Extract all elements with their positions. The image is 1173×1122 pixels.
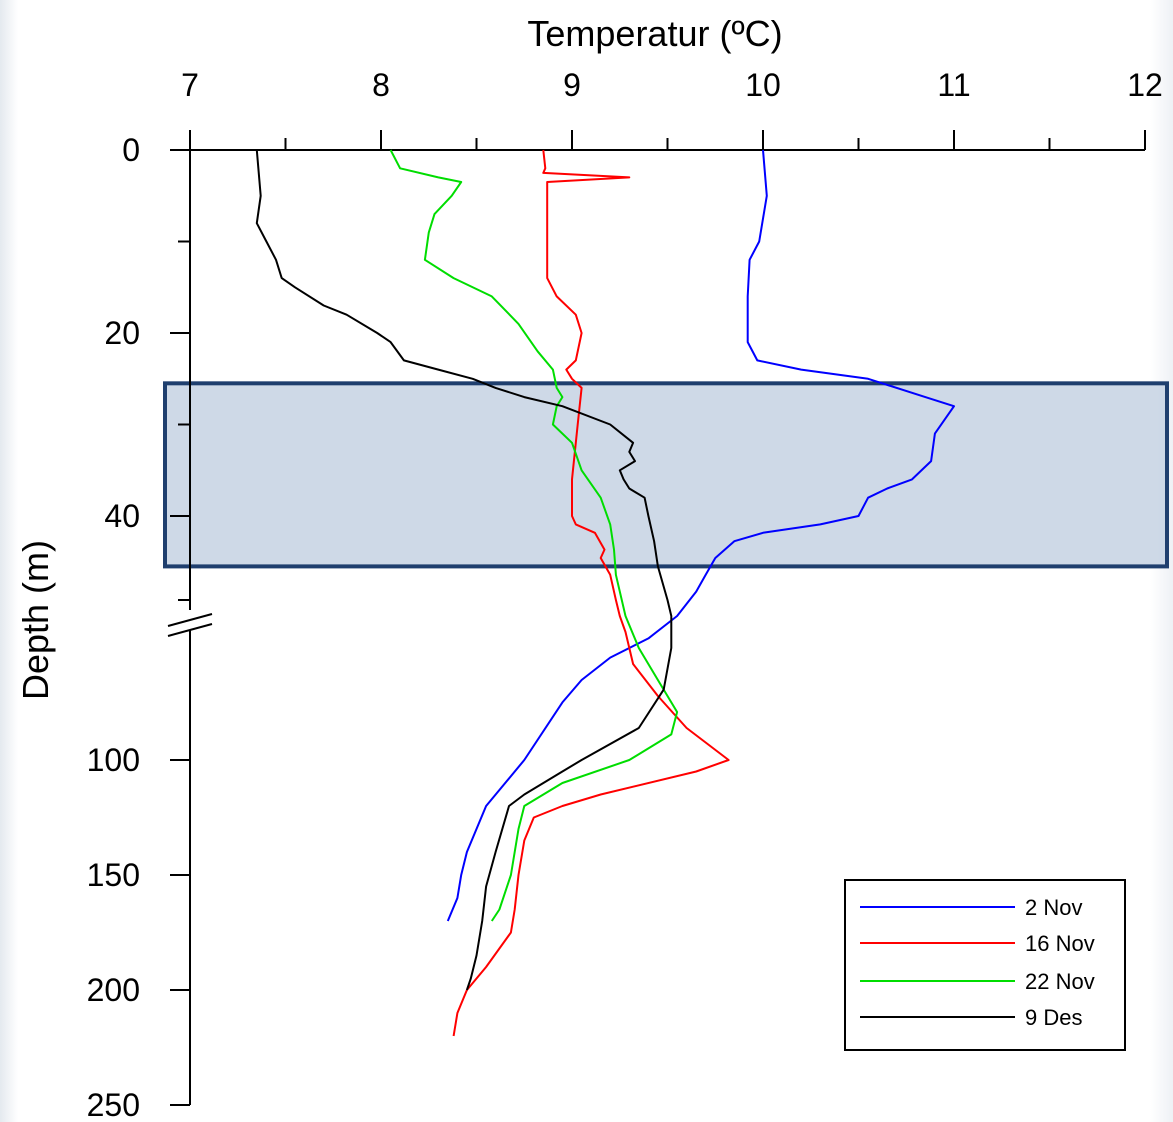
- x-tick-label: 11: [937, 67, 970, 103]
- series-lines: [255, 149, 955, 1037]
- axis-break-mark: [167, 613, 213, 627]
- highlight-band: [163, 381, 1169, 569]
- y-tick-label: 150: [87, 857, 140, 893]
- axis-break-mark: [167, 623, 213, 637]
- x-axis: 7 8 9 10 11 12: [181, 67, 1163, 151]
- legend-box: [844, 879, 1126, 1051]
- x-tick-label: 9: [563, 67, 581, 103]
- y-axis: 0 20 40 100 150 200 250: [87, 132, 213, 1122]
- legend-label-2-nov: 2 Nov: [1025, 895, 1082, 920]
- series-line-22-nov: [389, 149, 679, 922]
- x-axis-title: Temperatur (ºC): [527, 13, 782, 54]
- y-tick-label: 200: [87, 972, 140, 1008]
- x-tick-label: 12: [1127, 67, 1163, 103]
- x-tick-label: 8: [372, 67, 390, 103]
- series-line-16-nov: [452, 149, 730, 1037]
- y-axis-title: Depth (m): [15, 540, 56, 700]
- x-tick-label: 10: [745, 67, 781, 103]
- legend-label-9-des: 9 Des: [1025, 1005, 1082, 1030]
- y-tick-label: 40: [104, 498, 140, 534]
- y-tick-label: 0: [122, 132, 140, 168]
- y-tick-label: 100: [87, 742, 140, 778]
- legend-label-16-nov: 16 Nov: [1025, 931, 1095, 956]
- y-tick-label: 20: [104, 315, 140, 351]
- legend-label-22-nov: 22 Nov: [1025, 969, 1095, 994]
- x-tick-label: 7: [181, 67, 199, 103]
- series-line-9-des: [255, 149, 673, 991]
- y-tick-label: 250: [87, 1087, 140, 1122]
- series-line-2-nov: [446, 149, 955, 922]
- legend: 2 Nov 16 Nov 22 Nov 9 Des: [844, 879, 1126, 1051]
